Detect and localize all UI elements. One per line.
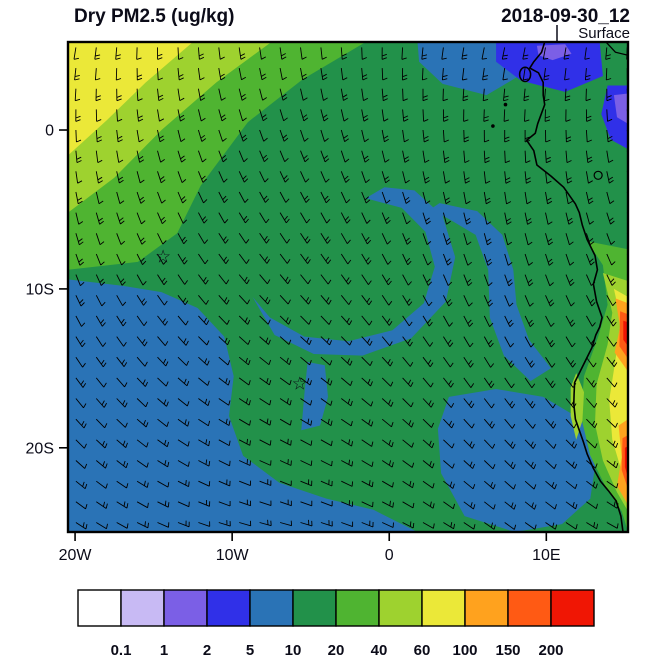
colorbar-label-0-1: 0.1 xyxy=(111,642,132,659)
x-tick-label-10e: 10E xyxy=(532,547,560,564)
colorbar-label-2: 2 xyxy=(203,642,211,659)
colorbar-box-9 xyxy=(464,589,509,627)
wind-barbs xyxy=(73,47,628,530)
contour-fill-layer xyxy=(68,42,628,532)
colorbar-box-11 xyxy=(550,589,595,627)
colorbar-label-20: 20 xyxy=(328,642,345,659)
x-tick-label-10w: 10W xyxy=(216,547,250,564)
map-frame xyxy=(66,40,630,534)
colorbar-label-10: 10 xyxy=(285,642,302,659)
colorbar-label-100: 100 xyxy=(452,642,477,659)
colorbar-box-3 xyxy=(206,589,251,627)
level-label: Surface xyxy=(578,25,630,42)
y-tick-label-10s: 10S xyxy=(26,281,54,298)
contour-region-5-10-southeast xyxy=(437,389,597,532)
colorbar-label-5: 5 xyxy=(246,642,254,659)
colorbar-box-6 xyxy=(335,589,380,627)
colorbar-label-40: 40 xyxy=(371,642,388,659)
contour-region-5-10-tail xyxy=(301,362,328,431)
contour-region-60-100-northwest xyxy=(68,42,193,156)
colorbar-box-1 xyxy=(120,589,165,627)
bioko-island-outline xyxy=(518,66,532,83)
colorbar-box-2 xyxy=(163,589,208,627)
coastline-layer xyxy=(491,42,628,532)
figure-datetime: 2018-09-30_12 xyxy=(501,6,630,27)
colorbar-label-200: 200 xyxy=(538,642,563,659)
colorbar-label-150: 150 xyxy=(495,642,520,659)
contour-region-5-10-southwest xyxy=(68,279,418,532)
colorbar-box-7 xyxy=(378,589,423,627)
colorbar-label-1: 1 xyxy=(160,642,168,659)
africa-coastline xyxy=(525,42,624,532)
st-helena-star: ☆ xyxy=(292,373,308,393)
colorbar-box-4 xyxy=(249,589,294,627)
contour-region-5-10-rightarc xyxy=(430,203,551,382)
y-tick-label-0: 0 xyxy=(45,123,54,140)
ascension-island-star: ☆ xyxy=(155,246,171,266)
colorbar-box-10 xyxy=(507,589,552,627)
axis-layer: 20W 10W 0 10E 0 10S 20S xyxy=(26,123,561,564)
colorbar-box-0 xyxy=(77,589,122,627)
sao-tome-island-dot xyxy=(491,124,495,128)
colorbar-box-8 xyxy=(421,589,466,627)
contour-region-1-2-blob2 xyxy=(613,93,628,124)
figure-title: Dry PM2.5 (ug/kg) xyxy=(74,6,234,27)
y-tick-label-20s: 20S xyxy=(26,440,54,457)
contour-region-2-5-topright xyxy=(496,42,603,92)
x-tick-label-20w: 20W xyxy=(59,547,93,564)
wind-barb-layer xyxy=(73,47,628,530)
colorbar-box-5 xyxy=(292,589,337,627)
station-marker-layer: ☆☆ xyxy=(155,246,308,393)
border-line-0 xyxy=(605,42,628,56)
principe-island-dot xyxy=(503,102,508,107)
colorbar-label-60: 60 xyxy=(414,642,431,659)
x-tick-label-0: 0 xyxy=(385,547,394,564)
colorbar: 0.1 1 2 5 10 20 40 60 100 150 200 xyxy=(77,589,595,659)
lake-outline-0 xyxy=(593,170,603,180)
